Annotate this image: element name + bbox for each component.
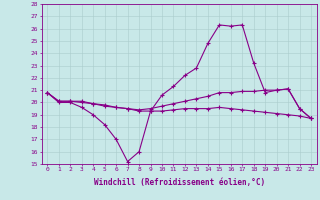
X-axis label: Windchill (Refroidissement éolien,°C): Windchill (Refroidissement éolien,°C) (94, 178, 265, 187)
